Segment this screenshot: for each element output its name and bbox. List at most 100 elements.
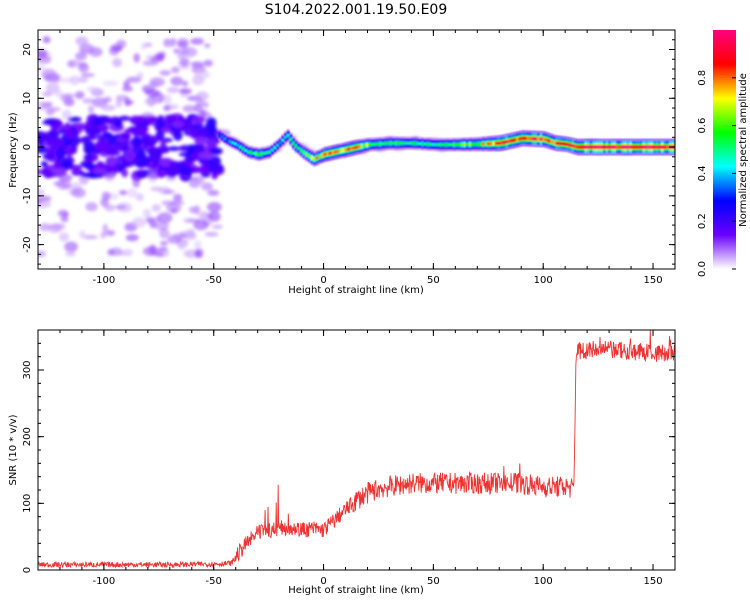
snr-x-axis-label: Height of straight line (km) xyxy=(288,585,424,596)
ridge-segment xyxy=(450,143,454,147)
ridge-segment xyxy=(502,140,506,145)
noise-blob xyxy=(209,147,223,155)
ridge-segment xyxy=(307,154,311,158)
noise-blob xyxy=(102,80,119,87)
noise-blob xyxy=(58,160,74,169)
snr-frame xyxy=(37,329,676,571)
noise-blob xyxy=(118,115,131,122)
ridge-segment xyxy=(347,147,351,151)
noise-blob xyxy=(94,140,106,152)
ridge-segment xyxy=(270,148,275,152)
noise-blob xyxy=(170,76,184,86)
spectrogram-frame xyxy=(37,29,676,270)
noise-blob xyxy=(127,188,138,198)
spectrogram-y-tick-label: -10 xyxy=(22,188,33,204)
noise-blob xyxy=(106,229,116,237)
noise-blob xyxy=(85,202,98,212)
noise-blob xyxy=(85,144,94,154)
ridge-segment xyxy=(579,145,583,149)
noise-blob xyxy=(122,86,134,92)
spectrogram-x-tick-label: 150 xyxy=(643,275,662,286)
ridge-segment xyxy=(431,143,435,146)
ridge-segment xyxy=(523,136,528,141)
ridge-segment xyxy=(476,142,480,146)
snr-x-tick-label: 0 xyxy=(320,576,326,587)
ridge-segment xyxy=(660,145,665,149)
ridge-segment xyxy=(376,142,380,146)
ridge-segment xyxy=(231,141,235,145)
noise-blob xyxy=(51,73,62,83)
noise-blob xyxy=(48,223,62,234)
noise-blob xyxy=(194,136,210,146)
snr-x-tick-label: 50 xyxy=(427,576,440,587)
snr-series-line xyxy=(38,330,675,569)
noise-blob xyxy=(59,216,69,222)
ridge-segment xyxy=(310,156,314,160)
noise-blob xyxy=(64,241,78,253)
ridge-segment xyxy=(653,145,657,149)
noise-blob xyxy=(116,39,127,49)
noise-blob xyxy=(156,118,163,128)
noise-blob xyxy=(170,207,178,214)
ridge-segment xyxy=(658,145,662,149)
noise-blob xyxy=(103,96,112,103)
ridge-segment xyxy=(576,145,580,149)
noise-blob xyxy=(85,172,102,179)
ridge-segment xyxy=(326,152,330,156)
noise-blob xyxy=(124,151,135,162)
noise-blob xyxy=(93,168,107,175)
noise-blob xyxy=(150,186,163,192)
ridge-segment xyxy=(336,149,340,154)
ridge-segment xyxy=(370,142,375,146)
ridge-segment xyxy=(647,145,651,149)
ridge-segment xyxy=(610,145,615,149)
spectrogram-x-ticks: -100 -50 0 50 100 150 xyxy=(37,30,676,286)
ridge-segment xyxy=(252,151,256,155)
ridge-segment xyxy=(268,150,272,154)
noise-blob xyxy=(40,161,48,167)
noise-blob xyxy=(45,146,55,156)
noise-blob xyxy=(191,115,206,124)
noise-blob xyxy=(179,57,190,67)
noise-blob xyxy=(105,156,118,166)
ridge-segment xyxy=(363,144,367,148)
ridge-segment xyxy=(331,150,335,155)
noise-blob xyxy=(55,148,66,159)
noise-blob xyxy=(195,98,205,107)
noise-blob xyxy=(170,66,180,74)
ridge-segment xyxy=(323,152,327,157)
spectrogram-x-tick-label: -50 xyxy=(206,275,222,286)
noise-blob xyxy=(197,165,210,174)
ridge-segment xyxy=(442,143,446,147)
ridge-segment xyxy=(294,144,298,148)
ridge-segment xyxy=(465,142,470,146)
noise-blob xyxy=(198,211,210,221)
snr-x-tick-label: 150 xyxy=(643,576,662,587)
colorbar-tick-label: 0.0 xyxy=(697,261,708,277)
ridge-segment xyxy=(587,145,591,149)
ridge-segment xyxy=(265,151,269,155)
ridge-segment xyxy=(378,142,383,146)
ridge-segment xyxy=(552,140,557,145)
ridge-segment xyxy=(262,151,267,155)
noise-blob xyxy=(86,86,99,93)
ridge-segment xyxy=(278,141,282,145)
noise-blob xyxy=(100,232,107,239)
noise-blob xyxy=(176,38,189,48)
ridge-segment xyxy=(515,137,520,142)
noise-blob xyxy=(138,125,148,133)
noise-blob xyxy=(159,70,172,76)
chart-title: S104.2022.001.19.50.E09 xyxy=(265,2,448,18)
spectrogram-y-tick-label: 10 xyxy=(22,92,33,105)
noise-blob xyxy=(39,223,52,232)
noise-blob xyxy=(101,191,111,201)
ridge-segment xyxy=(428,142,433,146)
colorbar-ticks: 0.0 0.2 0.4 0.6 0.8 xyxy=(697,70,736,277)
ridge-segment xyxy=(447,143,451,147)
noise-blob xyxy=(74,91,85,99)
spectrogram-y-tick-label: 20 xyxy=(22,43,33,56)
ridge-segment xyxy=(434,143,438,147)
noise-blob xyxy=(161,126,172,133)
snr-y-tick-label: 200 xyxy=(22,427,33,446)
noise-blob xyxy=(110,247,123,256)
